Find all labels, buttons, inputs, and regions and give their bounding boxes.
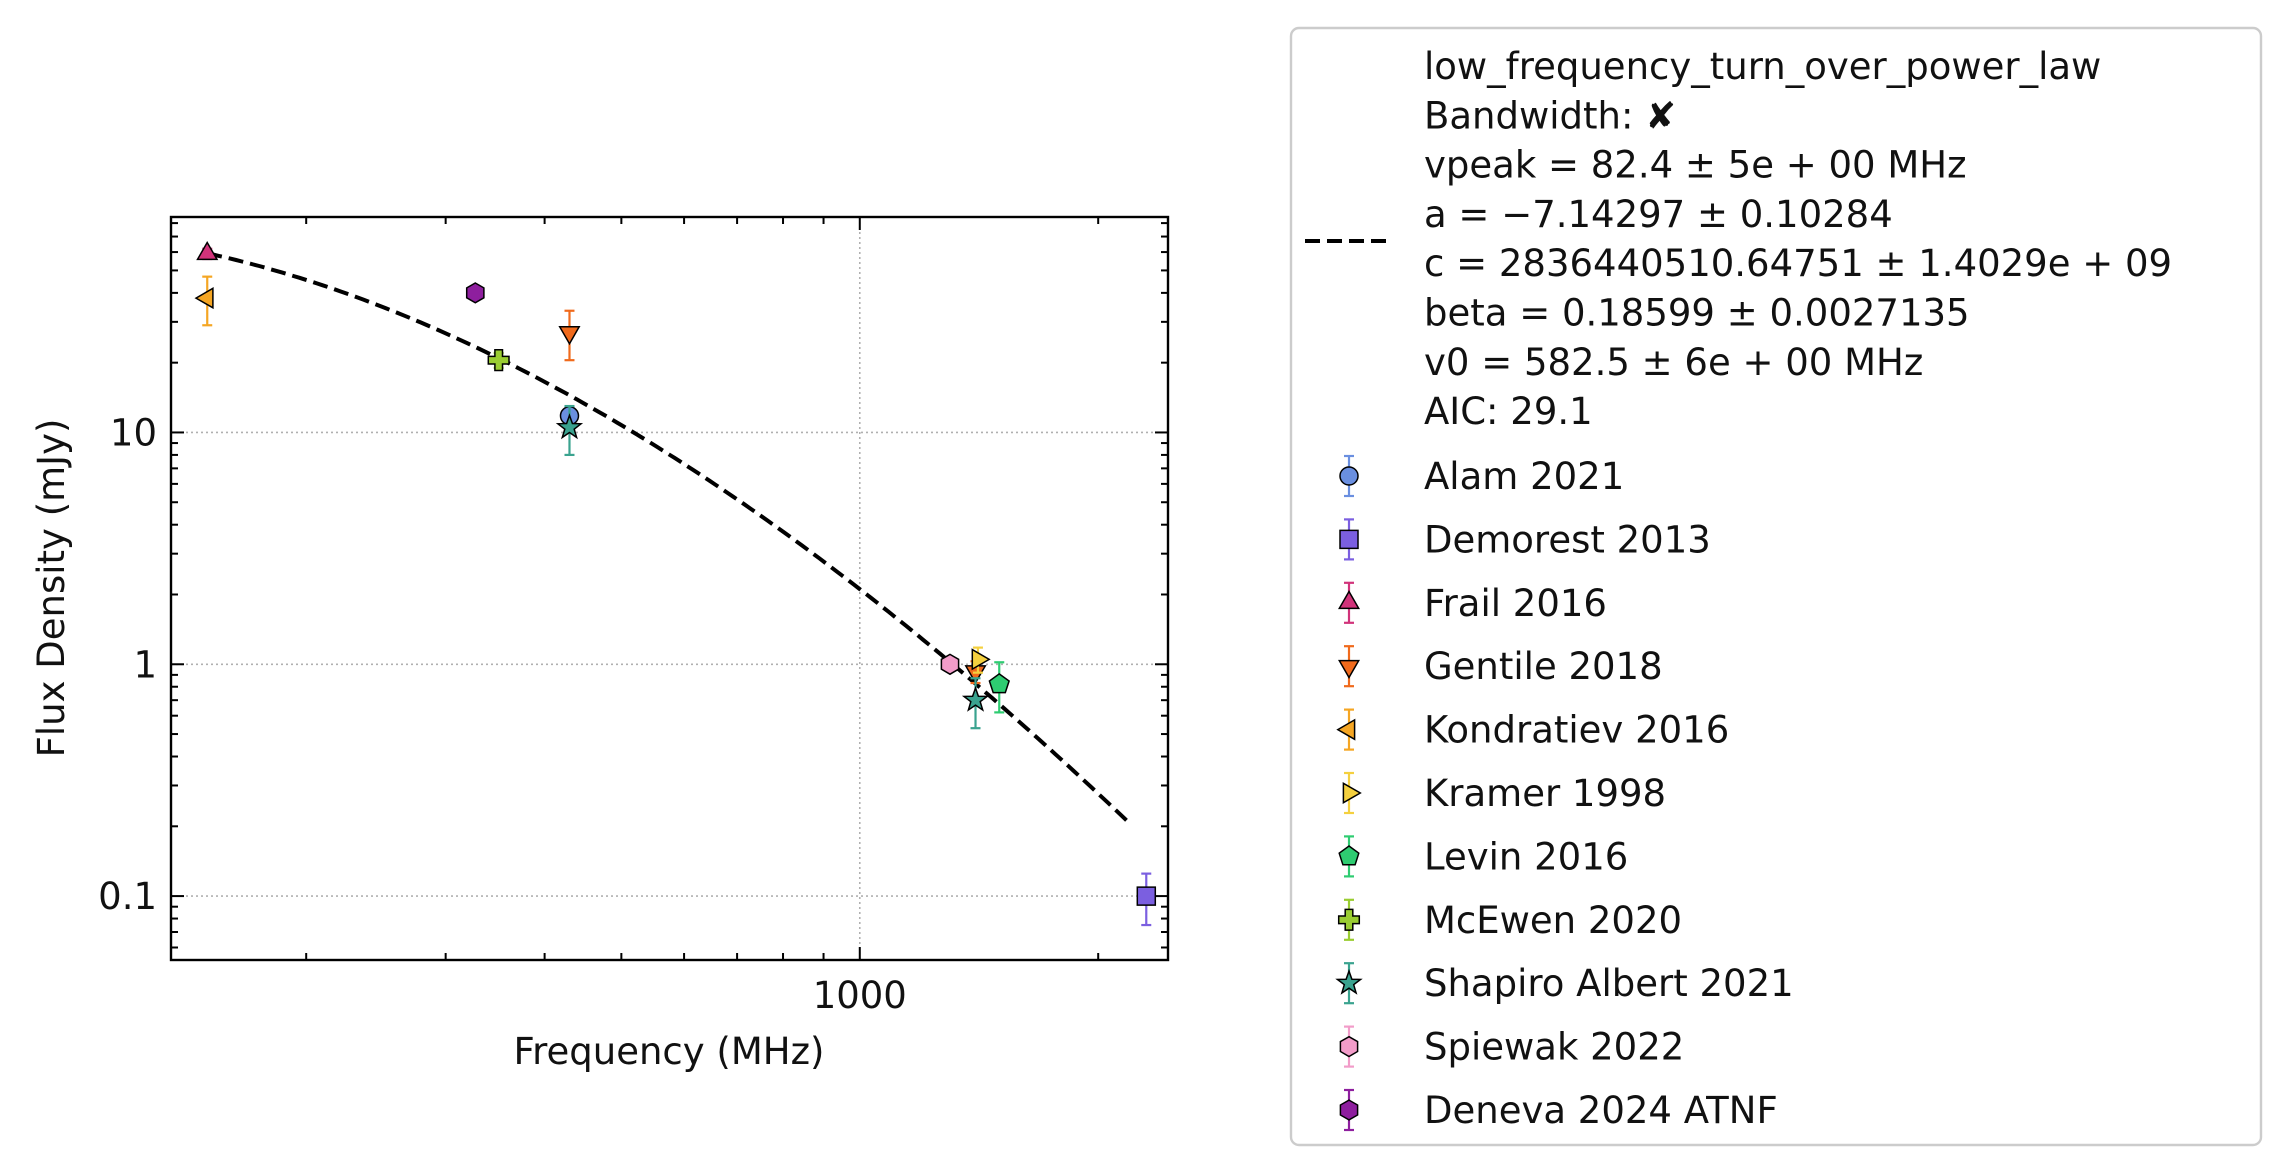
legend-marker xyxy=(1339,1099,1359,1121)
legend-label: McEwen 2020 xyxy=(1424,899,1682,942)
legend-marker xyxy=(1338,589,1360,610)
legend-entry: Kramer 1998 xyxy=(1342,771,1666,815)
legend-label: Shapiro Albert 2021 xyxy=(1424,962,1794,1005)
legend-label: Kramer 1998 xyxy=(1424,772,1666,815)
tick-labels: 1000 0.1 1 10 xyxy=(98,411,907,1017)
series-frail-2016 xyxy=(196,240,219,261)
legend-marker xyxy=(1339,1035,1359,1058)
legend-box xyxy=(1289,26,2263,1147)
data-point xyxy=(465,282,485,304)
fit-curve-group xyxy=(206,251,1133,827)
y-axis-label: Flux Density (mJy) xyxy=(30,419,73,758)
data-point xyxy=(961,685,990,712)
legend-entry: Deneva 2024 ATNF xyxy=(1339,1088,1778,1132)
series-kramer-1998 xyxy=(971,646,991,674)
data-point xyxy=(971,648,991,671)
series-shapiro-albert-2021 xyxy=(555,404,990,730)
legend-label: Spiewak 2022 xyxy=(1424,1026,1684,1069)
series-demorest-2013 xyxy=(1136,872,1157,927)
legend-label: Demorest 2013 xyxy=(1424,518,1711,561)
legend-label: Frail 2016 xyxy=(1424,582,1607,625)
legend-label: Alam 2021 xyxy=(1424,455,1624,498)
legend-fit-text: AIC: 29.1 xyxy=(1424,390,1593,433)
legend-marker xyxy=(1338,845,1360,866)
legend-marker xyxy=(1342,782,1362,804)
legend-fit-text: c = 2836440510.64751 ± 1.4029e + 09 xyxy=(1424,242,2172,285)
x-axis-label: Frequency (MHz) xyxy=(514,1030,825,1073)
legend-entry: Spiewak 2022 xyxy=(1339,1025,1684,1069)
legend-marker xyxy=(1335,968,1363,995)
legend-marker xyxy=(1339,466,1359,486)
data-point xyxy=(487,349,510,372)
series-deneva-2024-atnf xyxy=(465,282,485,304)
fit-curve xyxy=(206,251,1133,827)
grid-lines xyxy=(171,217,1168,960)
data-point xyxy=(196,240,219,261)
legend-fit-text: low_frequency_turn_over_power_law xyxy=(1424,45,2101,88)
series-kondratiev-2016 xyxy=(194,275,214,327)
legend-entry: Alam 2021 xyxy=(1339,454,1624,498)
legend-marker xyxy=(1337,908,1361,931)
legend-marker xyxy=(1339,529,1359,550)
data-point xyxy=(988,672,1010,694)
y-tick-label: 10 xyxy=(110,411,157,454)
series-mcewen-2020 xyxy=(487,349,510,372)
x-tick-label: 1000 xyxy=(813,974,907,1017)
legend-fit-text: a = −7.14297 ± 0.10284 xyxy=(1424,193,1893,236)
data-point xyxy=(1136,886,1157,906)
legend-entry: Kondratiev 2016 xyxy=(1336,708,1729,752)
legend-label: Deneva 2024 ATNF xyxy=(1424,1089,1778,1132)
legend-label: Kondratiev 2016 xyxy=(1424,709,1729,752)
legend-fit-text: vpeak = 82.4 ± 5e + 00 MHz xyxy=(1424,144,1967,187)
legend-marker xyxy=(1338,659,1360,680)
legend-entry: Shapiro Albert 2021 xyxy=(1335,962,1794,1005)
data-point xyxy=(558,326,581,346)
y-tick-label: 1 xyxy=(133,643,157,686)
legend-marker xyxy=(1336,718,1356,741)
legend-entry: McEwen 2020 xyxy=(1337,898,1682,942)
plot-area-frame xyxy=(169,215,1170,962)
y-tick-label: 0.1 xyxy=(98,875,157,918)
data-point xyxy=(194,286,214,310)
legend-entry: Levin 2016 xyxy=(1338,835,1628,878)
legend-entry: Demorest 2013 xyxy=(1339,518,1711,561)
data-point xyxy=(555,413,584,440)
legend-label: Levin 2016 xyxy=(1424,835,1628,878)
data-points xyxy=(194,240,1157,927)
series-levin-2016 xyxy=(988,661,1010,714)
series-spiewak-2022 xyxy=(940,653,960,676)
legend-label: Gentile 2018 xyxy=(1424,645,1663,688)
legend-fit-text: Bandwidth: ✘ xyxy=(1424,94,1676,137)
legend: low_frequency_turn_over_power_law Bandwid… xyxy=(1305,45,2172,1132)
data-point xyxy=(940,653,960,676)
legend-fit-text: beta = 0.18599 ± 0.0027135 xyxy=(1424,292,1970,335)
series-gentile-2018 xyxy=(558,309,987,685)
legend-entry: Frail 2016 xyxy=(1338,581,1607,625)
legend-entry: Gentile 2018 xyxy=(1338,645,1663,688)
legend-fit-text: v0 = 582.5 ± 6e + 00 MHz xyxy=(1424,341,1923,384)
axis-ticks xyxy=(171,217,1168,960)
